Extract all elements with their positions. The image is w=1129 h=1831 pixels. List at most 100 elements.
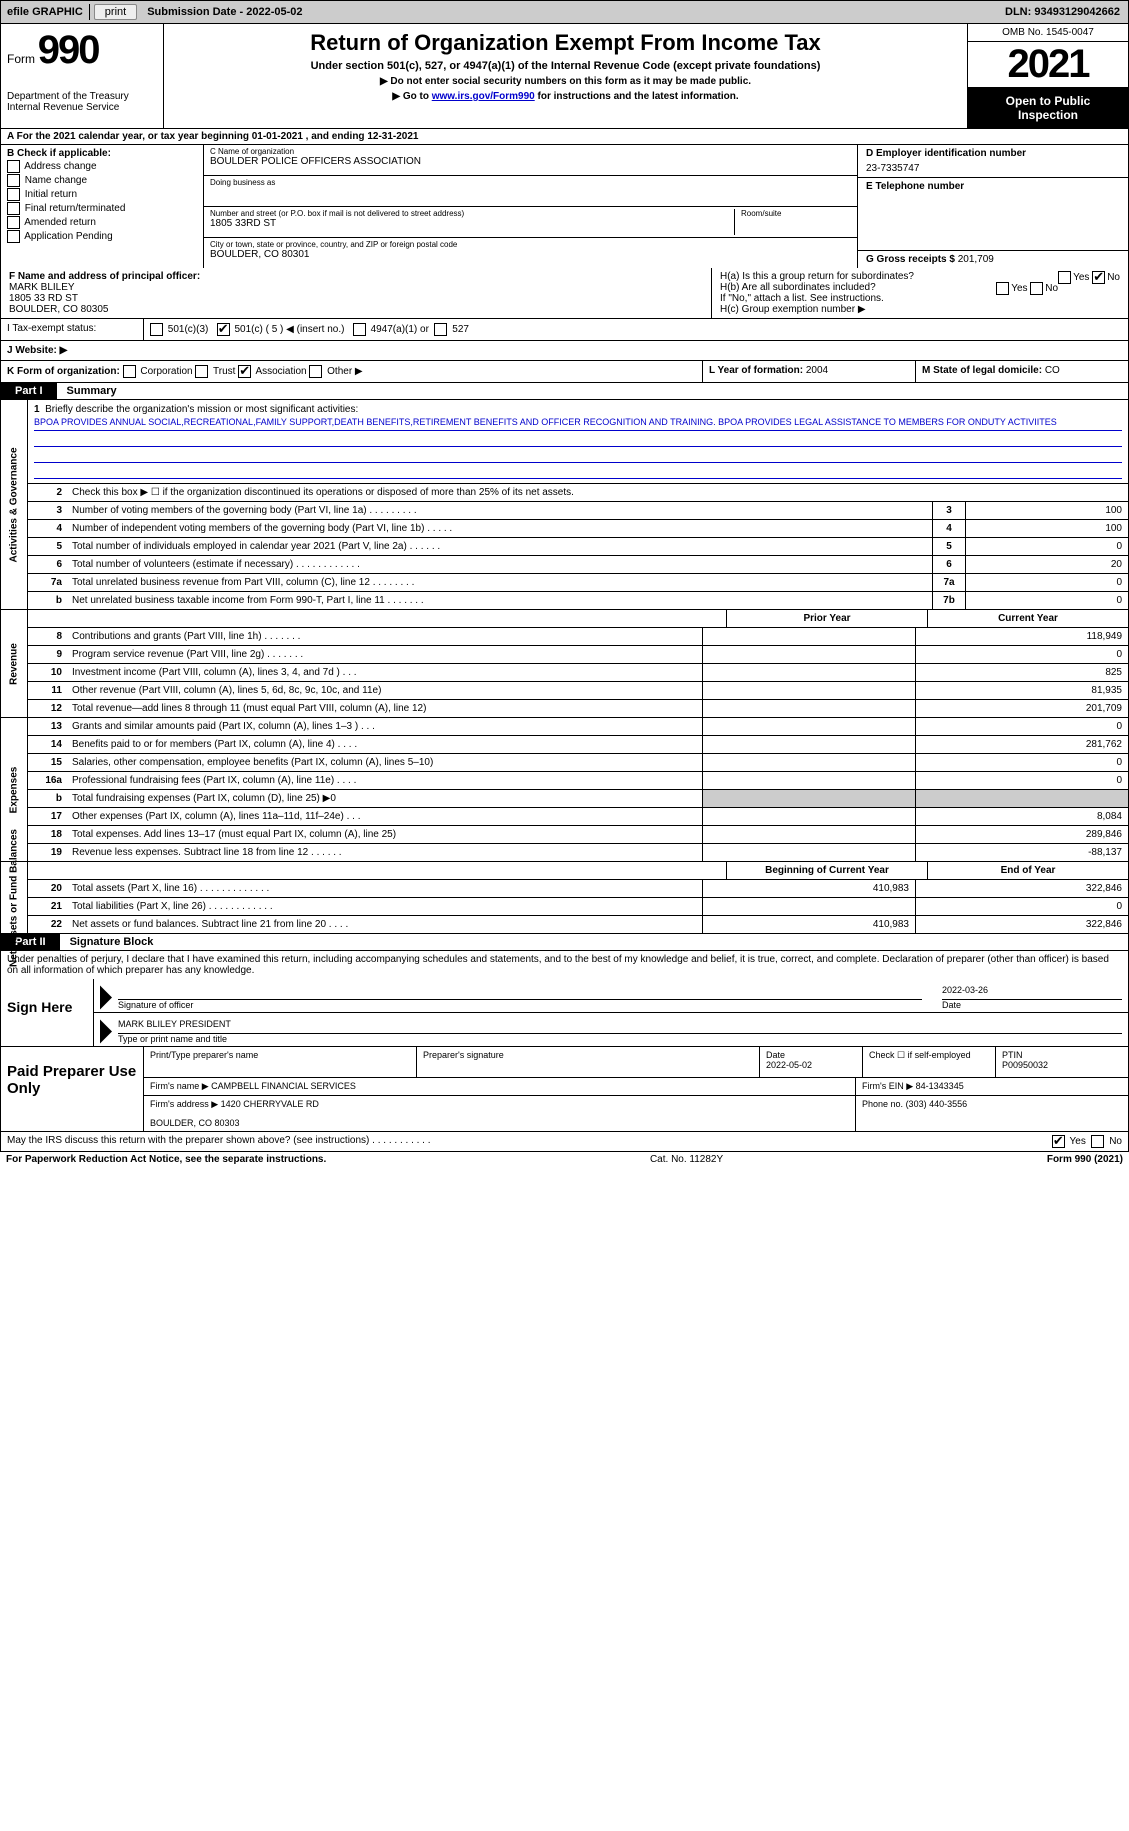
chk-hb-no[interactable]: [1030, 282, 1043, 295]
summary-line: 21Total liabilities (Part X, line 26) . …: [28, 898, 1128, 916]
form-subtitle: Under section 501(c), 527, or 4947(a)(1)…: [168, 60, 963, 72]
part-2-title: Signature Block: [60, 934, 164, 950]
firm-name-row: Firm's name ▶ CAMPBELL FINANCIAL SERVICE…: [144, 1078, 1128, 1096]
summary-line: 12Total revenue—add lines 8 through 11 (…: [28, 700, 1128, 717]
exempt-opts: 501(c)(3) 501(c) ( 5 ) ◀ (insert no.) 49…: [144, 319, 1128, 340]
chk-ha-no[interactable]: [1092, 271, 1105, 284]
h-a-line: H(a) Is this a group return for subordin…: [720, 271, 1120, 282]
footer-right: Form 990 (2021): [1047, 1154, 1123, 1165]
tax-year: 2021: [968, 42, 1128, 88]
header-left: Form 990 Department of the Treasury Inte…: [1, 24, 164, 128]
row-f-h: F Name and address of principal officer:…: [0, 268, 1129, 319]
h-c-line: H(c) Group exemption number ▶: [720, 304, 1120, 315]
dln-label: DLN: 93493129042662: [997, 4, 1128, 20]
summary-line: 16aProfessional fundraising fees (Part I…: [28, 772, 1128, 790]
org-name-cell: C Name of organization BOULDER POLICE OF…: [204, 145, 857, 176]
city-cell: City or town, state or province, country…: [204, 238, 857, 268]
chk-ha-yes[interactable]: [1058, 271, 1071, 284]
col-c-orginfo: C Name of organization BOULDER POLICE OF…: [204, 145, 857, 268]
summary-line: 2Check this box ▶ ☐ if the organization …: [28, 484, 1128, 502]
street-cell: Number and street (or P.O. box if mail i…: [204, 207, 857, 238]
chk-amended[interactable]: Amended return: [7, 216, 197, 229]
chk-name-change[interactable]: Name change: [7, 174, 197, 187]
summary-line: 22Net assets or fund balances. Subtract …: [28, 916, 1128, 933]
net-assets-section: Net Assets or Fund Balances Beginning of…: [0, 862, 1129, 934]
chk-4947[interactable]: [353, 323, 366, 336]
chk-initial-return[interactable]: Initial return: [7, 188, 197, 201]
col-b-checkboxes: B Check if applicable: Address change Na…: [1, 145, 204, 268]
part-1-header: Part I Summary: [0, 383, 1129, 400]
summary-line: 14Benefits paid to or for members (Part …: [28, 736, 1128, 754]
paid-preparer-label: Paid Preparer Use Only: [1, 1047, 144, 1131]
chk-501c[interactable]: [217, 323, 230, 336]
header-middle: Return of Organization Exempt From Incom…: [164, 24, 967, 128]
chk-527[interactable]: [434, 323, 447, 336]
row-a-tax-year: A For the 2021 calendar year, or tax yea…: [0, 129, 1129, 145]
chk-501c3[interactable]: [150, 323, 163, 336]
summary-line: 11Other revenue (Part VIII, column (A), …: [28, 682, 1128, 700]
paid-preparer-block: Paid Preparer Use Only Print/Type prepar…: [0, 1047, 1129, 1132]
form-label: Form: [7, 52, 35, 66]
ein-cell: D Employer identification number 23-7335…: [858, 145, 1128, 178]
goto-line: ▶ Go to www.irs.gov/Form990 for instruct…: [168, 91, 963, 102]
l-year-formation: L Year of formation: 2004: [702, 361, 915, 382]
m-state-domicile: M State of legal domicile: CO: [915, 361, 1128, 382]
sign-here-label: Sign Here: [1, 979, 94, 1046]
form-title: Return of Organization Exempt From Incom…: [168, 30, 963, 56]
row-website: J Website: ▶: [0, 341, 1129, 361]
exempt-label: I Tax-exempt status:: [1, 319, 144, 340]
preparer-top-row: Print/Type preparer's name Preparer's si…: [144, 1047, 1128, 1078]
form-header: Form 990 Department of the Treasury Inte…: [0, 24, 1129, 129]
omb-number: OMB No. 1545-0047: [968, 24, 1128, 42]
col-d-ein: D Employer identification number 23-7335…: [857, 145, 1128, 268]
efile-label: efile GRAPHIC: [1, 4, 90, 20]
tel-cell: E Telephone number: [858, 178, 1128, 251]
part-1-title: Summary: [57, 383, 127, 399]
begin-end-header: Beginning of Current Year End of Year: [28, 862, 1128, 880]
open-to-public: Open to Public Inspection: [968, 88, 1128, 128]
chk-other[interactable]: [309, 365, 322, 378]
chk-hb-yes[interactable]: [996, 282, 1009, 295]
summary-line: 5Total number of individuals employed in…: [28, 538, 1128, 556]
rot-activities-governance: Activities & Governance: [1, 400, 28, 609]
k-form-of-org: K Form of organization: Corporation Trus…: [1, 361, 702, 382]
prior-current-header: Prior Year Current Year: [28, 610, 1128, 628]
form-number: 990: [38, 28, 99, 72]
sig-declaration: Under penalties of perjury, I declare th…: [0, 951, 1129, 979]
chk-discuss-yes[interactable]: [1052, 1135, 1065, 1148]
summary-line: 8Contributions and grants (Part VIII, li…: [28, 628, 1128, 646]
gross-receipts-cell: G Gross receipts $ 201,709: [858, 251, 1128, 268]
website-label: J Website: ▶: [1, 341, 143, 360]
sign-officer-line: Signature of officer 2022-03-26 Date: [94, 979, 1128, 1013]
chk-address-change[interactable]: Address change: [7, 160, 197, 173]
summary-line: bNet unrelated business taxable income f…: [28, 592, 1128, 609]
irs-link[interactable]: www.irs.gov/Form990: [432, 91, 535, 102]
chk-corp[interactable]: [123, 365, 136, 378]
chk-app-pending[interactable]: Application Pending: [7, 230, 197, 243]
chk-discuss-no[interactable]: [1091, 1135, 1104, 1148]
summary-line: 19Revenue less expenses. Subtract line 1…: [28, 844, 1128, 861]
irs-label: Internal Revenue Service: [7, 102, 157, 113]
print-button[interactable]: print: [94, 4, 137, 20]
chk-assoc[interactable]: [238, 365, 251, 378]
summary-line: 10Investment income (Part VIII, column (…: [28, 664, 1128, 682]
summary-line: 18Total expenses. Add lines 13–17 (must …: [28, 826, 1128, 844]
summary-line: 20Total assets (Part X, line 16) . . . .…: [28, 880, 1128, 898]
col-h-group: H(a) Is this a group return for subordin…: [712, 268, 1128, 318]
row-k-org: K Form of organization: Corporation Trus…: [0, 361, 1129, 383]
block-bcd: B Check if applicable: Address change Na…: [0, 145, 1129, 268]
activities-governance-section: Activities & Governance 1 Briefly descri…: [0, 400, 1129, 610]
part-2-header: Part II Signature Block: [0, 934, 1129, 951]
footer-cat: Cat. No. 11282Y: [326, 1154, 1047, 1165]
summary-line: 17Other expenses (Part IX, column (A), l…: [28, 808, 1128, 826]
col-f-officer: F Name and address of principal officer:…: [1, 268, 712, 318]
h-note: If "No," attach a list. See instructions…: [720, 293, 1120, 304]
summary-line: 13Grants and similar amounts paid (Part …: [28, 718, 1128, 736]
dept-treasury: Department of the Treasury: [7, 91, 157, 102]
footer-left: For Paperwork Reduction Act Notice, see …: [6, 1154, 326, 1165]
rot-revenue: Revenue: [1, 610, 28, 717]
no-ssn-note: ▶ Do not enter social security numbers o…: [168, 76, 963, 87]
chk-trust[interactable]: [195, 365, 208, 378]
top-bar: efile GRAPHIC print Submission Date - 20…: [0, 0, 1129, 24]
chk-final-return[interactable]: Final return/terminated: [7, 202, 197, 215]
